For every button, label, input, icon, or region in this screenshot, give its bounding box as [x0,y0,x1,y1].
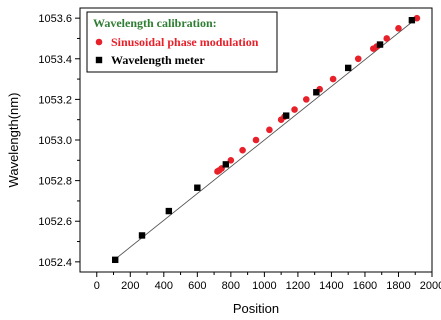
point-sinusoidal [395,25,402,32]
point-sinusoidal [227,157,235,164]
x-tick-label: 1400 [319,280,343,292]
y-tick-label: 1052.8 [38,176,72,188]
point-sinusoidal [291,106,298,113]
y-tick-label: 1053.0 [38,135,72,147]
y-axis-label: Wavelength(nm) [6,93,21,188]
point-wavelength-meter [344,64,352,72]
point-wavelength-meter [165,207,173,215]
y-tick-label: 1053.4 [38,54,72,66]
point-sinusoidal [266,126,273,134]
point-wavelength-meter [313,89,320,96]
point-sinusoidal [413,14,421,22]
legend-marker-sinusoidal [95,38,103,46]
legend-box [86,11,278,73]
x-tick-label: 800 [222,280,240,292]
legend-marker-meter [95,56,103,64]
plot-frame [79,7,433,273]
legend: Wavelength calibration: Sinusoidal phase… [86,11,278,73]
x-tick-label: 400 [155,280,173,292]
point-wavelength-meter [194,184,201,191]
fit-line [114,17,418,261]
tick-labels: 0 200 400 600 800 1000 1200 1400 1600 1800 2000 105… [38,13,441,292]
x-tick-label: 1200 [286,280,310,292]
y-tick-label: 1053.2 [38,94,72,106]
y-tick-label: 1052.4 [38,257,72,269]
point-sinusoidal [329,75,337,83]
y-tick-label: 1053.6 [38,13,72,25]
fit-line-layer [114,17,418,261]
x-tick-label: 1600 [353,280,377,292]
data-points [112,14,421,264]
point-wavelength-meter [282,112,290,119]
x-tick-label: 0 [94,280,100,292]
point-wavelength-meter [408,16,416,24]
x-tick-label: 200 [121,280,139,292]
legend-title: Wavelength calibration: [93,16,217,30]
point-sinusoidal [239,146,246,154]
point-sinusoidal [302,96,310,103]
y-tick-label: 1052.6 [38,216,72,228]
point-sinusoidal [252,136,260,144]
point-sinusoidal [354,55,362,63]
legend-label-sinusoidal: Sinusoidal phase modulation [111,35,259,49]
point-sinusoidal [383,35,391,42]
x-tick-label: 1000 [252,280,276,292]
point-wavelength-meter [112,256,119,264]
x-tick-label: 600 [188,280,206,292]
x-axis-label: Position [233,301,279,316]
x-tick-label: 1800 [386,280,410,292]
point-wavelength-meter [376,41,384,48]
x-tick-label: 2000 [420,280,441,292]
point-wavelength-meter [222,161,230,168]
legend-label-meter: Wavelength meter [111,53,205,67]
point-wavelength-meter [138,232,146,239]
